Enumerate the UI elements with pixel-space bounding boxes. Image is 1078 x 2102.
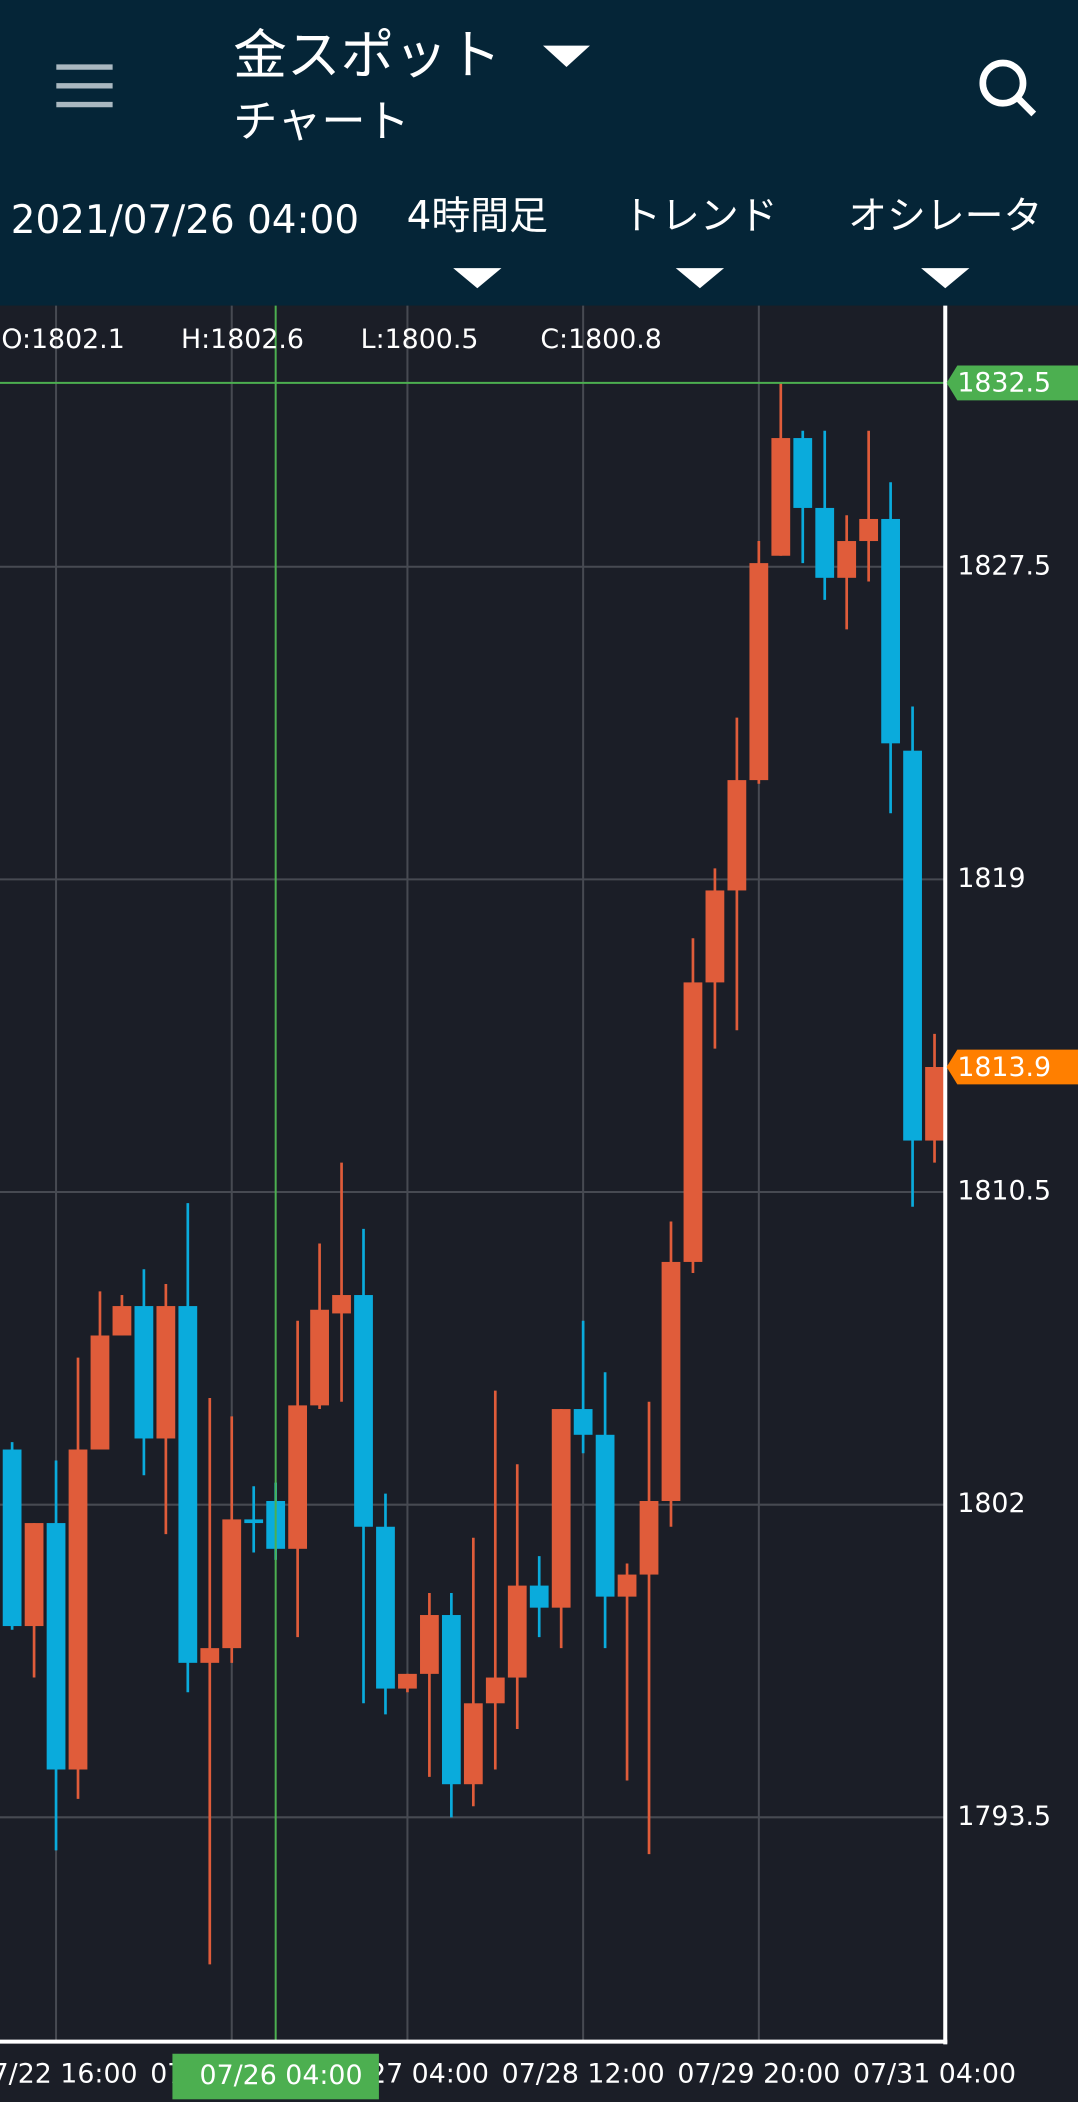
candle-body [617, 1574, 637, 1597]
crosshair-x-label: 07/26 04:00 [200, 2060, 363, 2091]
plot: 1793.5 1802 1810.5 1819 1827.5 O:1802.1 H:1802… [0, 305, 1078, 2100]
candle-body [398, 1673, 417, 1689]
candle-body [156, 1306, 176, 1439]
search-circle [979, 59, 1027, 107]
crosshair-price-box [946, 365, 1078, 401]
candle-body [529, 1585, 549, 1608]
menu-button[interactable] [56, 64, 113, 108]
candle-body [507, 1585, 527, 1678]
search-button[interactable] [979, 59, 1037, 117]
title[interactable]: 金スポット [233, 24, 501, 87]
candle-body [837, 541, 857, 578]
candle-body [134, 1306, 154, 1439]
candle-body [815, 507, 835, 578]
candle-body [244, 1519, 264, 1524]
tab[interactable]: オシレータ [848, 194, 1042, 239]
candle-body [727, 780, 747, 891]
candle-body [925, 1066, 944, 1141]
candle-body [639, 1501, 659, 1575]
candle-body [288, 1405, 308, 1549]
candle-body [68, 1449, 88, 1770]
candle-body [354, 1295, 373, 1527]
candle-body [46, 1523, 66, 1770]
candle-body [661, 1261, 681, 1502]
candle-body [485, 1677, 505, 1704]
crosshair-price-label: 1832.5 [957, 368, 1051, 399]
tab[interactable]: 4時間足 [407, 194, 548, 239]
last-price-label: 1813.9 [957, 1052, 1051, 1083]
chart-bg [0, 305, 1078, 2102]
candle-body [2, 1449, 22, 1627]
candle-body [793, 438, 813, 508]
datetime[interactable]: 2021/07/26 04:00 [11, 198, 359, 243]
tab[interactable]: トレンド [622, 194, 777, 239]
candle-body [222, 1519, 242, 1649]
candle-body [881, 518, 900, 744]
ohlc-label: H:1802.6 [181, 324, 304, 355]
search-handle [1015, 95, 1037, 117]
candle-body [24, 1523, 44, 1627]
header-bg [0, 0, 1078, 306]
tab-arrows [453, 268, 970, 289]
x-tick-label: 07/29 20:00 [677, 2059, 840, 2090]
y-tick-label: 1810.5 [957, 1176, 1051, 1207]
candle-body [551, 1409, 571, 1608]
title-dropdown[interactable] [543, 45, 590, 68]
y-tick-label: 1819 [957, 863, 1025, 894]
y-tick-label: 1802 [957, 1488, 1025, 1519]
last-price-box [946, 1049, 1078, 1085]
candle-body [573, 1409, 593, 1435]
candle-body [683, 982, 703, 1262]
subtitle: チャート [233, 97, 410, 148]
candle-body [771, 438, 791, 556]
candle-body [376, 1526, 395, 1689]
candle-body [859, 518, 879, 542]
y-tick-label: 1827.5 [957, 550, 1051, 581]
candle-body [178, 1306, 198, 1663]
candle-body [749, 563, 769, 781]
x-tick-label: 07/22 16:00 [0, 2059, 138, 2090]
candle-body [903, 750, 922, 1141]
candle-body [200, 1648, 220, 1663]
ohlc-label: C:1800.8 [540, 324, 662, 355]
candle-body [463, 1703, 483, 1785]
candle-body [420, 1615, 439, 1674]
ohlc-label: L:1800.5 [361, 324, 479, 355]
candle-body [112, 1306, 132, 1336]
x-tick-label: 07/31 04:00 [853, 2059, 1016, 2090]
candle-body [90, 1335, 110, 1450]
candle-body [441, 1615, 461, 1785]
candle-body [310, 1309, 329, 1406]
y-tick-label: 1793.5 [957, 1801, 1051, 1832]
crosshair-x-tag [172, 2053, 379, 2100]
candle-body [595, 1434, 615, 1597]
ohlc-label: O:1802.1 [1, 324, 124, 355]
candle-body [332, 1295, 351, 1314]
candle-body [705, 890, 725, 983]
x-tick-label: 07/28 12:00 [502, 2059, 665, 2090]
